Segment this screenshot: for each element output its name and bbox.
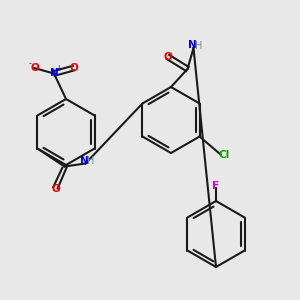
Text: N: N [50, 68, 58, 79]
Text: O: O [51, 184, 60, 194]
Text: N: N [188, 40, 196, 50]
Text: Cl: Cl [219, 149, 230, 160]
Text: +: + [55, 64, 62, 73]
Text: H: H [87, 156, 94, 166]
Text: O: O [164, 52, 172, 62]
Text: H: H [195, 40, 203, 51]
Text: N: N [80, 155, 88, 166]
Text: F: F [212, 181, 220, 191]
Text: O: O [30, 63, 39, 73]
Text: O: O [69, 63, 78, 73]
Text: -: - [28, 59, 32, 68]
